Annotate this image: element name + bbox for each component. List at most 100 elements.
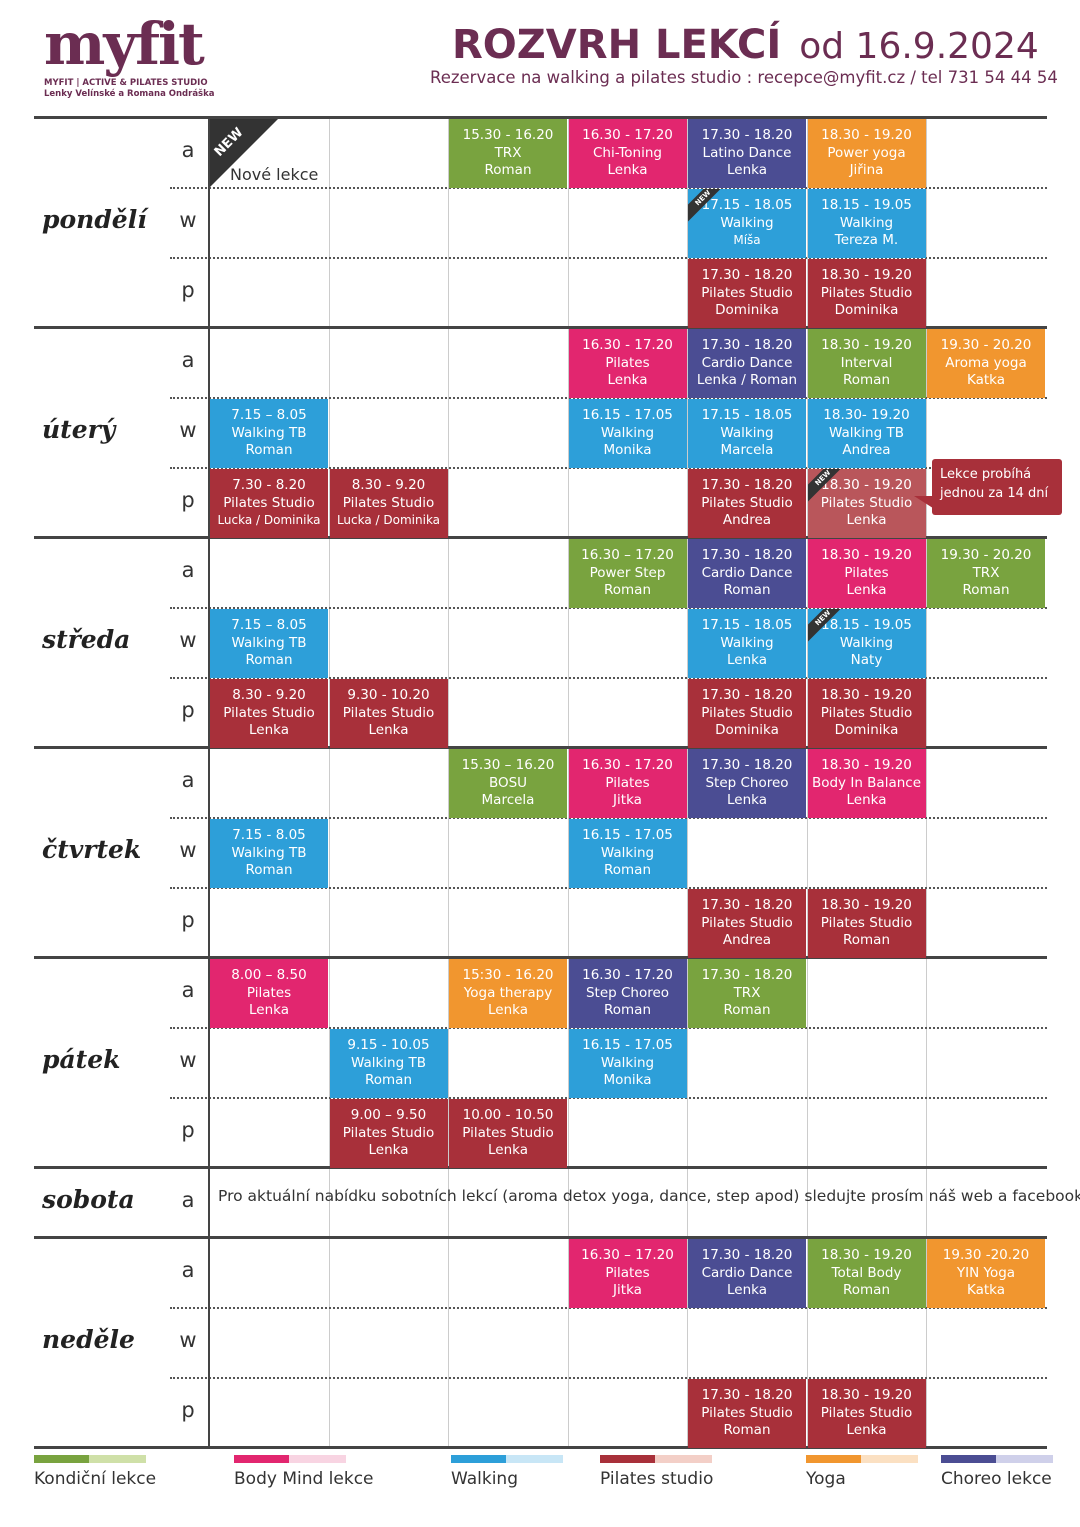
lesson-time: 18.30 - 19.20 (821, 477, 912, 493)
row-label: w (179, 1328, 197, 1352)
lesson-time: 9.15 - 10.05 (347, 1037, 430, 1053)
legend-swatch (941, 1455, 1053, 1463)
lesson-trainer: Dominika (834, 302, 899, 318)
day-divider (34, 1166, 1047, 1169)
lesson-time: 17.30 - 18.20 (701, 967, 793, 983)
lesson-name: Walking (600, 1054, 655, 1071)
lesson-time: 7.30 - 8.20 (232, 477, 306, 493)
new-lessons-label: Nové lekce (230, 165, 319, 184)
lesson-time: 15.30 - 16.20 (462, 127, 554, 143)
callout-arrow (914, 496, 936, 510)
lesson-trainer: Monika (603, 1072, 652, 1088)
lesson-name: TRX (972, 564, 1000, 581)
lesson-name: Walking (839, 214, 894, 231)
lesson-trainer: Roman (603, 582, 651, 598)
lesson-name: Pilates Studio (342, 494, 435, 511)
day-name: neděle (42, 1325, 135, 1354)
lesson-name: Walking TB (350, 1054, 426, 1071)
lesson-time: 16.30 - 17.20 (582, 967, 673, 983)
lesson-name: Total Body (831, 1264, 902, 1281)
row-label: p (181, 908, 195, 932)
lesson-cell: 16.30 – 17.20 Pilates Jitka (568, 1239, 687, 1308)
lesson-cell: 19.30 - 20.20 TRX Roman (927, 539, 1045, 608)
row-divider (170, 607, 1047, 609)
lesson-trainer: Roman (364, 1072, 412, 1088)
lesson-trainer: Roman (245, 652, 293, 668)
lesson-cell: 18.15 - 19.05 Walking Tereza M. (807, 189, 926, 258)
lesson-time: 7.15 – 8.05 (231, 407, 307, 423)
day-divider (34, 956, 1047, 959)
lesson-time: 18.30 - 19.20 (821, 1387, 912, 1403)
lesson-cell: 17.15 - 18.05 Walking Míša NEW (688, 189, 806, 258)
lesson-trainer: Roman (723, 1002, 771, 1018)
lesson-time: 16.15 - 17.05 (582, 827, 673, 843)
lesson-trainer: Jiřina (849, 162, 884, 178)
day-name: sobota (42, 1185, 135, 1214)
lesson-time: 9.00 – 9.50 (350, 1107, 427, 1123)
lesson-cell: 19.30 - 20.20 Aroma yoga Katka (927, 329, 1045, 398)
lesson-name: Chi-Toning (592, 144, 662, 161)
lesson-cell: 17.30 - 18.20 Pilates Studio Dominika (688, 259, 806, 328)
lesson-cell: 18.30 - 19.20 Pilates Studio Lenka NEW (807, 469, 926, 538)
lesson-time: 17.30 - 18.20 (701, 687, 793, 703)
row-label: a (181, 768, 195, 792)
lesson-cell: 18.15 - 19.05 Walking Naty NEW (807, 609, 926, 678)
lesson-time: 17.30 - 18.20 (701, 1247, 793, 1263)
lesson-name: Walking (720, 424, 774, 441)
lesson-time: 17.15 - 18.05 (701, 617, 793, 633)
lesson-name: Pilates Studio (223, 494, 315, 511)
lesson-trainer: Lucka / Dominika (217, 513, 321, 527)
lesson-cell: 17.30 - 18.20 Pilates Studio Roman (688, 1379, 806, 1448)
lesson-time: 18.30 - 19.20 (821, 127, 912, 143)
lesson-trainer: Roman (603, 1002, 651, 1018)
lesson-cell: 7.30 - 8.20 Pilates Studio Lucka / Dominik… (210, 469, 328, 538)
lesson-name: Pilates (605, 1264, 650, 1281)
lesson-trainer: Andrea (842, 442, 891, 458)
row-divider (170, 887, 1047, 889)
legend-label: Pilates studio (600, 1469, 714, 1489)
day-name: pátek (42, 1045, 121, 1074)
lesson-name: Pilates Studio (820, 1404, 913, 1421)
lesson-name: Walking (720, 634, 774, 651)
lesson-time: 16.30 - 17.20 (582, 127, 673, 143)
legend-swatch (34, 1455, 146, 1463)
legend-label: Kondiční lekce (34, 1469, 157, 1489)
row-label: w (179, 208, 197, 232)
lesson-cell: 16.15 - 17.05 Walking Roman (568, 819, 687, 888)
lesson-trainer: Roman (484, 162, 532, 178)
lesson-trainer: Roman (842, 1282, 890, 1298)
lesson-cell: 16.30 - 17.20 Chi-Toning Lenka (568, 119, 687, 188)
legend-item: Walking (451, 1455, 563, 1489)
lesson-trainer: Roman (962, 582, 1010, 598)
lesson-trainer: Lucka / Dominika (336, 513, 441, 527)
logo-tagline: MYFIT | ACTIVE & PILATES STUDIO (44, 78, 208, 88)
lesson-time: 17.15 - 18.05 (701, 197, 793, 213)
reservation-info: Rezervace na walking a pilates studio : … (430, 68, 1058, 87)
row-divider (170, 1307, 1047, 1309)
logo-wordmark: myfit (44, 10, 205, 78)
new-ribbon: NEW (807, 469, 848, 503)
lesson-trainer: Roman (723, 1422, 771, 1438)
lesson-cell: 8.30 - 9.20 Pilates Studio Lenka (210, 679, 328, 748)
logo-owners: Lenky Velínské a Romana Ondráška (44, 89, 215, 99)
lesson-time: 7.15 - 8.05 (232, 827, 306, 843)
lesson-time: 8.00 – 8.50 (231, 967, 307, 983)
lesson-time: 8.30 - 9.20 (351, 477, 426, 493)
row-divider (170, 677, 1047, 679)
row-label: a (181, 978, 195, 1002)
lesson-name: Pilates Studio (701, 1404, 793, 1421)
row-label: w (179, 838, 197, 862)
lesson-name: YIN Yoga (956, 1264, 1016, 1281)
row-divider (170, 257, 1047, 259)
lesson-cell: 18.30 - 19.20 Pilates Studio Roman (807, 889, 926, 958)
lesson-trainer: Katka (966, 1282, 1006, 1298)
lesson-time: 17.30 - 18.20 (701, 757, 793, 773)
lesson-trainer: Dominika (715, 302, 779, 318)
lesson-name: Latino Dance (702, 144, 792, 161)
row-divider (170, 1377, 1047, 1379)
lesson-cell: 16.30 - 17.20 Pilates Jitka (568, 749, 687, 818)
lesson-name: Step Choreo (705, 774, 789, 791)
lesson-name: Pilates Studio (342, 1124, 435, 1141)
lesson-name: Body In Balance (811, 774, 922, 791)
lesson-time: 19.30 -20.20 (942, 1247, 1030, 1263)
